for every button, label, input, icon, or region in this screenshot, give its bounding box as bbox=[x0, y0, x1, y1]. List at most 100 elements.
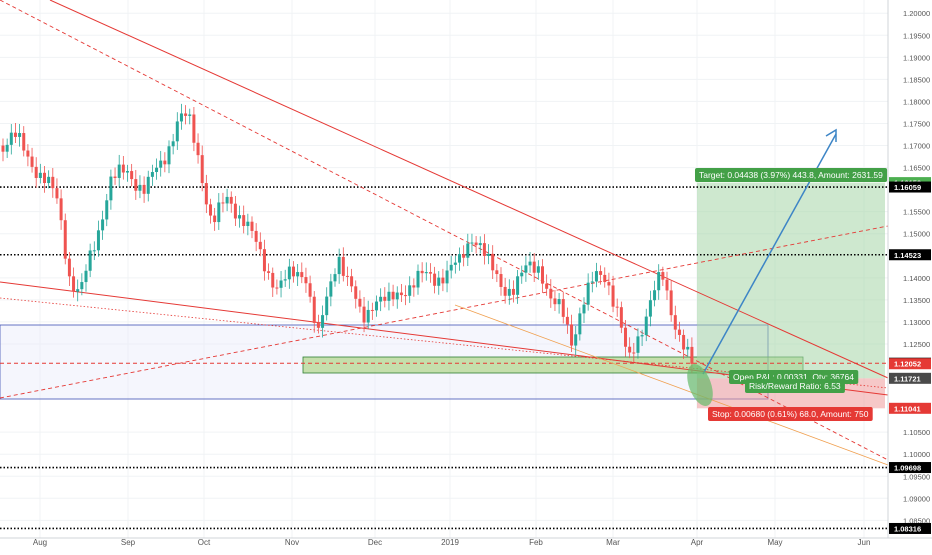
y-tick-label: 1.15500 bbox=[903, 208, 930, 217]
price-badge bbox=[889, 181, 931, 193]
y-axis-bg bbox=[888, 0, 932, 550]
candle bbox=[470, 242, 474, 244]
candle bbox=[379, 296, 383, 302]
candle bbox=[391, 291, 395, 300]
price-badge-label: 1.16059 bbox=[894, 183, 921, 192]
candle bbox=[275, 287, 279, 289]
target-label-bg bbox=[695, 168, 888, 182]
candle bbox=[59, 198, 63, 221]
y-axis: 1.20000 1.19500 1.19000 1.18500 1.18000 1.175… bbox=[887, 0, 932, 550]
candle bbox=[333, 274, 337, 282]
candle bbox=[503, 286, 507, 296]
candle bbox=[607, 282, 611, 286]
annotations: Target: 0.04438 (3.97%) 443.8, Amount: 2… bbox=[687, 128, 888, 421]
candle bbox=[209, 204, 212, 216]
candle bbox=[296, 272, 300, 277]
candle bbox=[67, 258, 71, 277]
candle bbox=[287, 266, 291, 280]
candle bbox=[130, 171, 134, 180]
candle bbox=[300, 272, 304, 278]
orange-trend-line bbox=[454, 304, 889, 466]
candle bbox=[321, 315, 325, 328]
candle bbox=[354, 286, 358, 299]
risk-reward-label: Risk/Reward Ratio: 6.53 bbox=[749, 381, 841, 391]
candle bbox=[345, 275, 349, 277]
candle bbox=[491, 253, 495, 271]
price-badge bbox=[889, 249, 931, 261]
candle bbox=[229, 196, 233, 204]
y-tick-label: 1.08500 bbox=[903, 516, 930, 525]
candle bbox=[665, 279, 669, 291]
candle bbox=[458, 254, 461, 263]
candle bbox=[283, 279, 287, 281]
x-tick-label: Sep bbox=[121, 538, 136, 547]
candle bbox=[536, 266, 540, 273]
candle bbox=[532, 261, 536, 273]
open-pl-label: Open P&L: 0.00331, Qty: 36764 bbox=[733, 372, 854, 382]
candle bbox=[549, 288, 553, 299]
candle bbox=[424, 272, 428, 274]
candle bbox=[113, 176, 117, 178]
candle bbox=[262, 249, 266, 272]
candle bbox=[507, 288, 511, 296]
candle bbox=[624, 327, 627, 347]
candle bbox=[213, 215, 217, 223]
candle bbox=[520, 272, 524, 277]
y-tick-label: 1.18000 bbox=[903, 97, 930, 106]
y-tick-label: 1.09000 bbox=[903, 494, 930, 503]
candle bbox=[603, 274, 607, 283]
candle bbox=[358, 298, 362, 307]
y-tick-label: 1.17000 bbox=[903, 142, 930, 151]
candle bbox=[561, 299, 565, 317]
candle bbox=[449, 264, 453, 271]
price-badge-label: 1.09698 bbox=[894, 464, 921, 473]
candle bbox=[628, 346, 632, 353]
y-tick-label: 1.13000 bbox=[903, 318, 930, 327]
candle bbox=[142, 184, 146, 194]
candle bbox=[9, 132, 13, 145]
candle bbox=[134, 179, 138, 191]
x-tick-label: 2019 bbox=[441, 538, 459, 547]
candle bbox=[362, 306, 366, 323]
candle bbox=[599, 271, 603, 275]
candle bbox=[582, 304, 586, 314]
candle bbox=[184, 113, 188, 116]
price-badge bbox=[889, 522, 931, 534]
candle bbox=[399, 292, 403, 296]
candle bbox=[155, 167, 159, 173]
candle bbox=[487, 253, 491, 256]
price-badge bbox=[889, 402, 931, 414]
candle bbox=[553, 298, 557, 305]
candle bbox=[167, 146, 171, 165]
candle bbox=[545, 283, 549, 289]
candle bbox=[466, 243, 470, 258]
candle bbox=[570, 324, 574, 346]
candle bbox=[38, 172, 42, 178]
candle bbox=[101, 219, 105, 231]
candle bbox=[408, 285, 412, 296]
x-tick-label: May bbox=[767, 538, 782, 547]
candle bbox=[565, 316, 569, 325]
candle bbox=[653, 290, 657, 301]
candle bbox=[238, 215, 242, 219]
candle bbox=[242, 215, 246, 227]
candle bbox=[34, 166, 38, 178]
price-badge-label: 1.12052 bbox=[894, 360, 921, 369]
candle bbox=[644, 316, 648, 336]
candle bbox=[437, 277, 441, 286]
arrow-head bbox=[825, 128, 837, 142]
candle bbox=[636, 336, 640, 353]
candle bbox=[192, 114, 196, 143]
candle bbox=[669, 290, 673, 316]
candle bbox=[292, 266, 295, 277]
candle bbox=[92, 250, 96, 252]
candle bbox=[686, 346, 690, 350]
candle bbox=[316, 322, 320, 328]
price-badge-label: 1.11721 bbox=[894, 374, 921, 383]
candle bbox=[441, 277, 445, 284]
candle bbox=[594, 271, 598, 282]
candle bbox=[516, 276, 520, 295]
candle bbox=[366, 309, 370, 323]
